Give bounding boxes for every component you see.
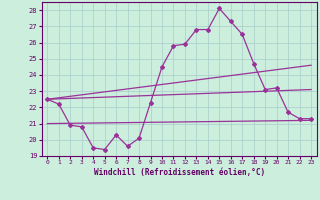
X-axis label: Windchill (Refroidissement éolien,°C): Windchill (Refroidissement éolien,°C) [94, 168, 265, 177]
